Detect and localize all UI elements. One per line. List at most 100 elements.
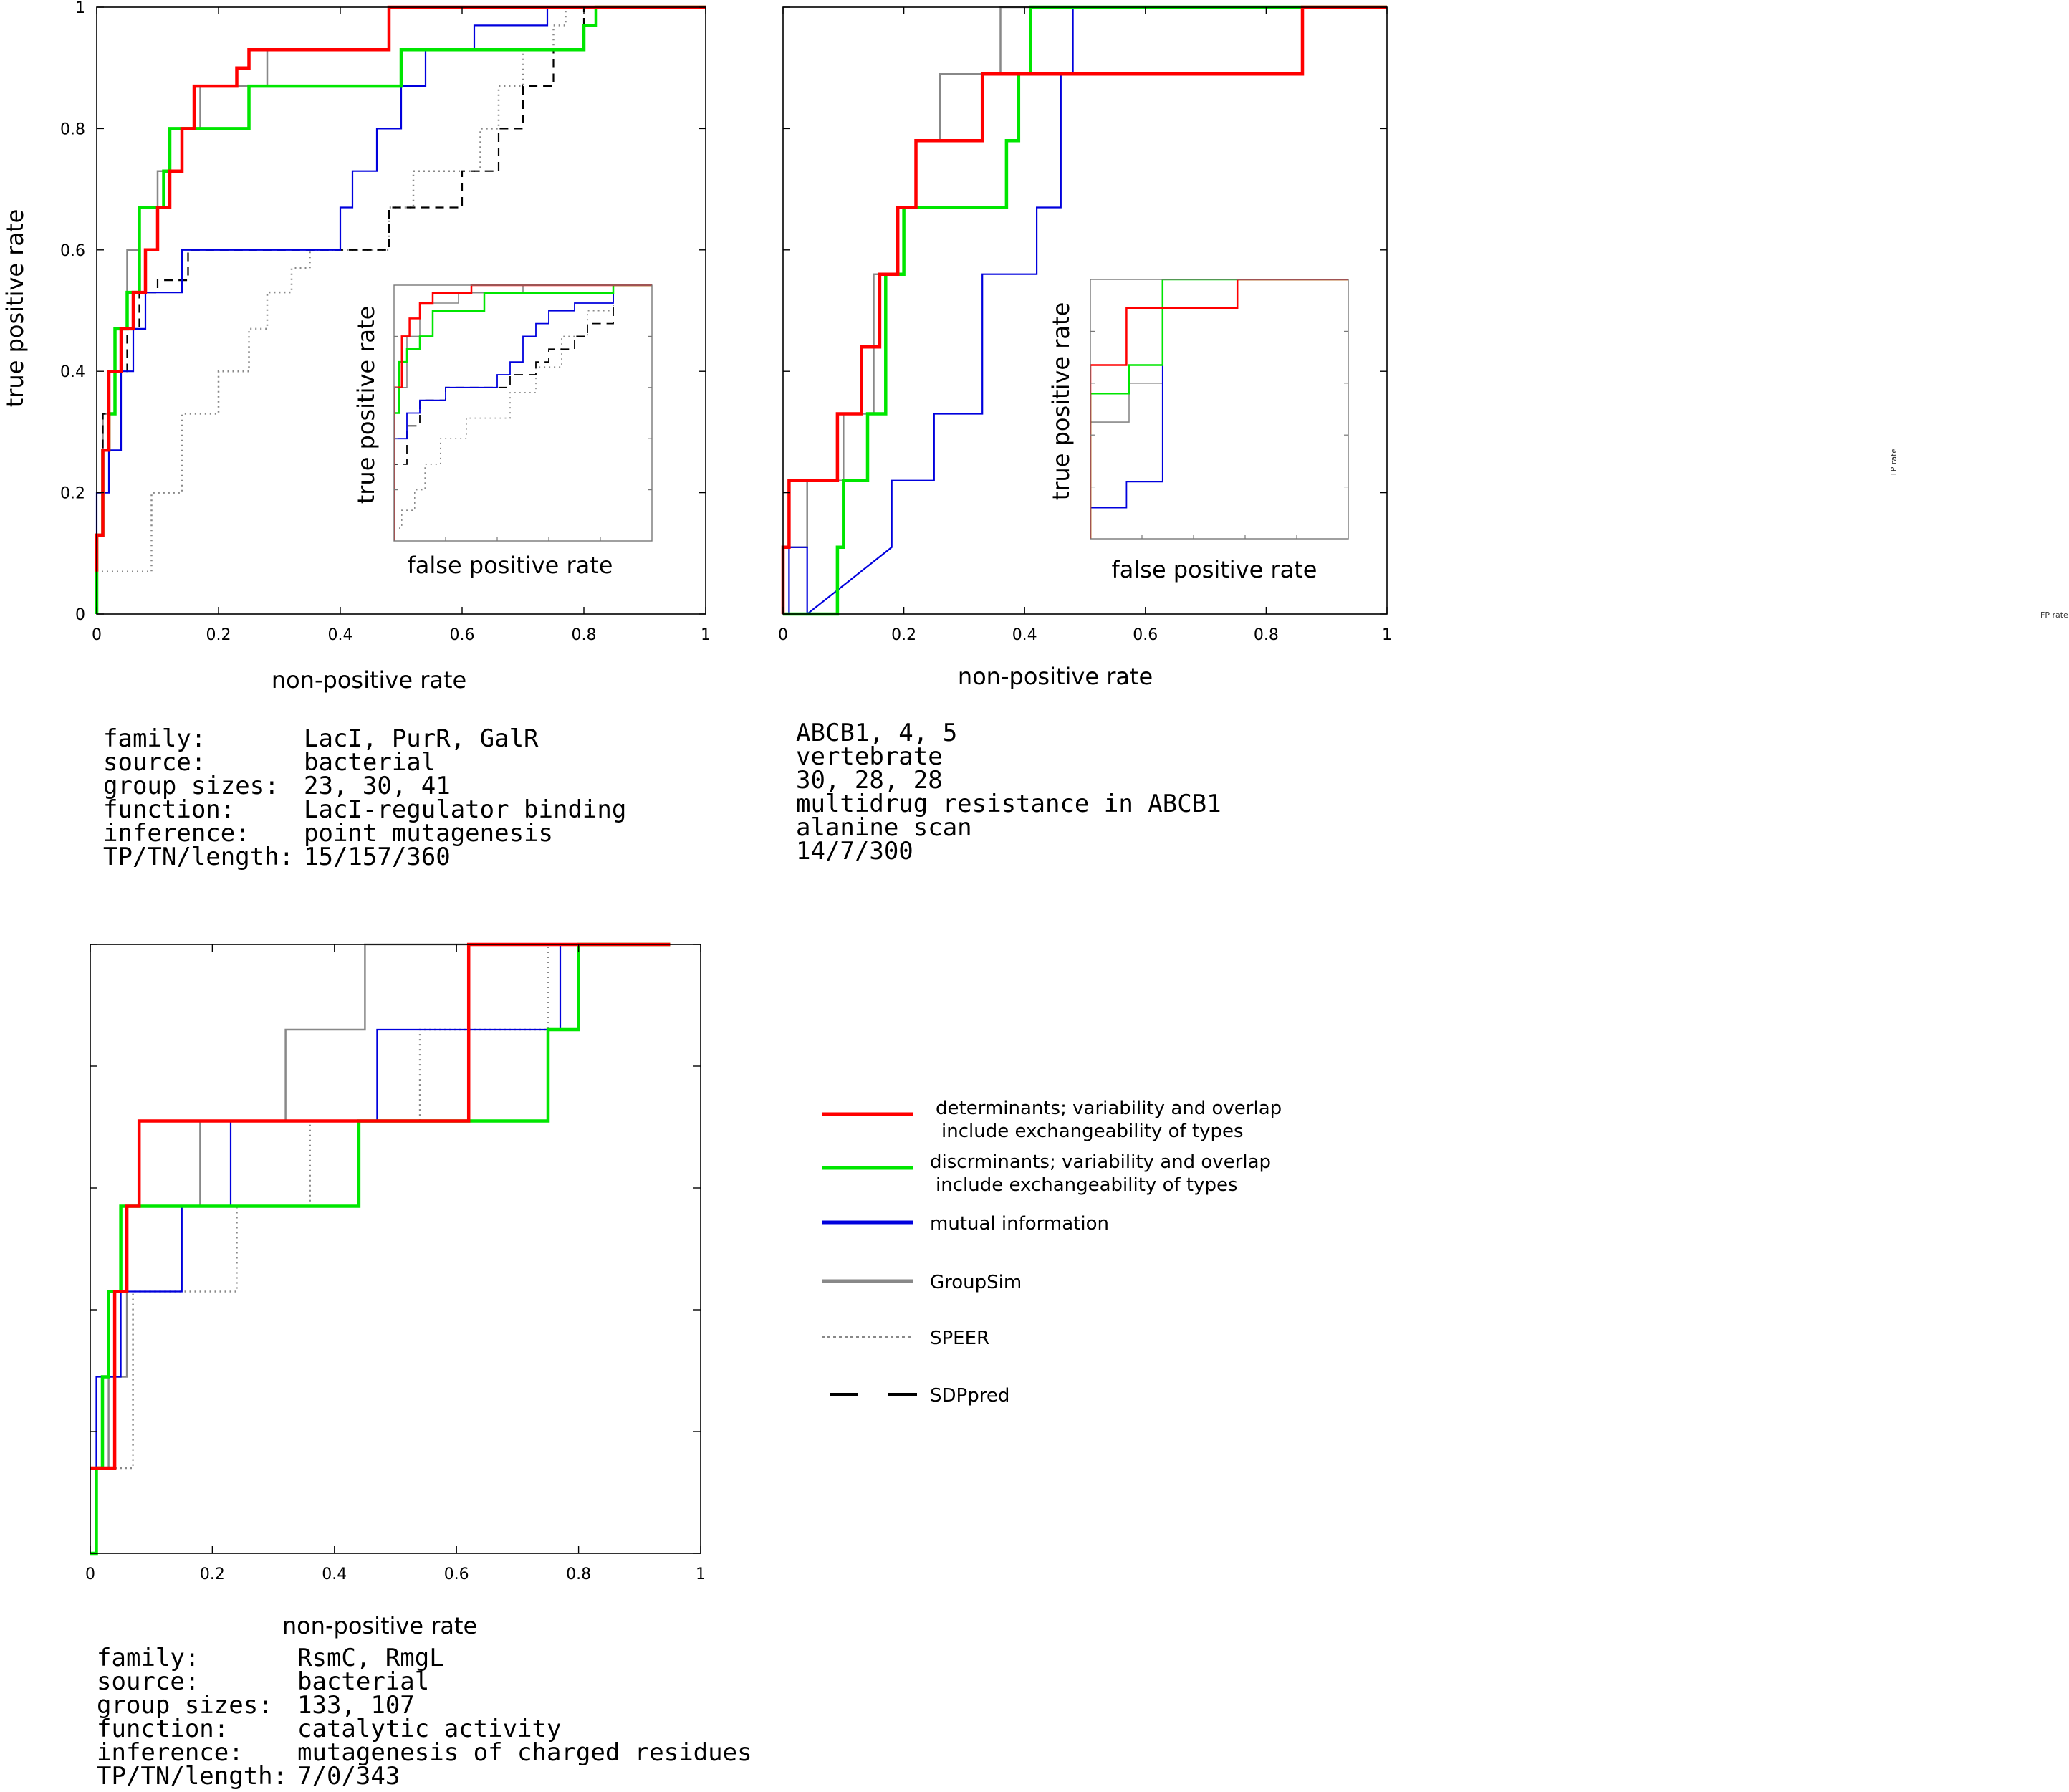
x-axis-label: non-positive rate [282, 1612, 477, 1639]
x-tick-label: 0.2 [206, 626, 231, 644]
y-tick-label: 1 [75, 0, 85, 17]
series-line-discriminants-inset [394, 284, 652, 541]
x-tick-label: 0.6 [1133, 626, 1158, 644]
abcb-info-block: ABCB1, 4, 5 vertebrate 30, 28, 28 multidrug… [796, 719, 1221, 866]
info-row: family: LacI, PurR, GalR [103, 727, 626, 751]
info-key: function: [103, 795, 236, 824]
info-row: function: catalytic activity [97, 1717, 752, 1741]
inset-series-group [394, 284, 652, 541]
series-line-determinants-inset [394, 284, 652, 541]
y-axis-label: true positive rate [1, 209, 29, 408]
legend-item-discriminants: discrminants; variability and overlapinc… [822, 1151, 1271, 1196]
info-key: inference: [103, 819, 250, 848]
info-value: 23, 30, 41 [304, 772, 451, 800]
legend-label: include exchangeability of types [936, 1174, 1238, 1196]
series-line-groupsim [90, 943, 671, 1555]
info-line: multidrug resistance in ABCB1 [796, 790, 1221, 818]
legend-label: GroupSim [930, 1272, 1022, 1293]
info-row: inference: point mutagenesis [103, 819, 626, 848]
panel-abcb-roc: 0 0.2 0.4 0.6 0.8 1 non-positive rate false pos… [778, 5, 1392, 690]
info-row: function: LacI-regulator binding [103, 795, 627, 824]
x-tick-label: 1 [696, 1566, 706, 1583]
legend-item-groupsim: GroupSim [822, 1272, 1022, 1293]
x-tick-label: 0 [778, 626, 788, 644]
inset-y-axis-label: true positive rate [352, 306, 380, 504]
x-tick-label: 0 [92, 626, 102, 644]
info-key: group sizes: [103, 772, 279, 800]
info-key: group sizes: [97, 1691, 273, 1720]
y-tick-label: 0.4 [60, 363, 85, 381]
y-tick-label: 0 [75, 606, 85, 624]
info-key: family: [97, 1644, 200, 1672]
info-row: source: bacterial [103, 748, 626, 777]
plot-frame [96, 6, 706, 615]
panel-laci-roc: 00 0.2 0.2 0.4 0.4 0.6 0.6 0.8 0.8 1 1 non-positive… [1, 0, 711, 694]
inset-plot: false positive rate true positive rate [352, 284, 653, 579]
plot-frame [90, 944, 701, 1554]
info-value: catalytic activity [297, 1715, 562, 1743]
series-line-determinants [90, 942, 671, 1470]
info-line: ABCB1, 4, 5 [796, 719, 958, 747]
info-key: inference: [97, 1738, 244, 1767]
info-value: LacI, PurR, GalR [304, 724, 539, 753]
y-tick-label: 0.2 [60, 485, 85, 503]
info-value: 7/0/343 [297, 1762, 400, 1791]
x-tick-label: 0.6 [444, 1566, 469, 1583]
inset-frame [393, 284, 653, 542]
legend-label: SPEER [930, 1328, 989, 1349]
x-tick-label: 0.2 [200, 1566, 225, 1583]
info-value: LacI-regulator binding [304, 795, 627, 824]
x-tick-label: 0 [85, 1566, 95, 1583]
series-line-determinants [781, 5, 1387, 614]
series-group [95, 5, 706, 614]
x-axis-label: non-positive rate [958, 663, 1153, 690]
series-line-mutual-information [90, 943, 671, 1555]
x-tick-label: 1 [1382, 626, 1392, 644]
series-group [90, 942, 671, 1556]
panel-rsmc-roc: 0 0.2 0.4 0.6 0.8 1 non-positive rate [85, 942, 706, 1639]
legend-item-determinants: determinants; variability and overlapinc… [822, 1098, 1282, 1142]
legend-item-speer: SPEER [822, 1328, 989, 1349]
info-value: bacterial [304, 748, 436, 777]
info-row: group sizes: 133, 107 [97, 1691, 752, 1720]
info-row: TP/TN/length: 15/157/360 [103, 845, 626, 869]
x-tick-label: 1 [701, 626, 711, 644]
legend: determinants; variability and overlapinc… [822, 1098, 1282, 1407]
stray-fp-label: FP rate [2040, 610, 2068, 620]
legend-item-mutual-information: mutual information [822, 1213, 1109, 1235]
info-row: TP/TN/length: 7/0/343 [97, 1762, 752, 1791]
info-line: 14/7/300 [796, 837, 913, 866]
x-tick-label: 0.2 [891, 626, 916, 644]
series-line-discriminants [90, 942, 671, 1556]
series-line-speer [90, 943, 671, 1555]
stray-tp-label: TP rate [1889, 449, 1898, 477]
info-row: inference: mutagenesis of charged residue… [97, 1738, 752, 1767]
info-line: alanine scan [796, 813, 972, 842]
info-value: RsmC, RmgL [297, 1644, 444, 1672]
x-tick-label: 0.6 [450, 626, 475, 644]
info-key: function: [97, 1715, 229, 1743]
x-tick-label: 0.4 [1012, 626, 1037, 644]
info-row: family: RsmC, RmgL [97, 1644, 752, 1672]
legend-label: SDPpred [930, 1385, 1009, 1407]
x-tick-label: 0.4 [328, 626, 353, 644]
info-key: TP/TN/length: [103, 843, 294, 871]
legend-label: discrminants; variability and overlap [930, 1151, 1271, 1173]
info-row: source: bacterial [97, 1667, 752, 1696]
x-tick-label: 0.8 [566, 1566, 591, 1583]
y-tick-label: 0.6 [60, 242, 85, 260]
inset-plot: false positive rate true positive rate [1047, 279, 1349, 583]
info-key: source: [97, 1667, 200, 1696]
legend-item-sdppred: SDPpred [830, 1385, 1009, 1407]
info-row: group sizes: 23, 30, 41 [103, 772, 626, 800]
inset-x-axis-label: false positive rate [408, 552, 613, 579]
info-key: TP/TN/length: [97, 1762, 288, 1791]
series-line-sdppred-inset [394, 284, 652, 541]
info-line: 30, 28, 28 [796, 766, 943, 795]
info-value: mutagenesis of charged residues [297, 1738, 752, 1767]
inset-y-axis-label: true positive rate [1047, 302, 1075, 501]
info-key: family: [103, 724, 206, 753]
series-line-mutual-information-inset [394, 284, 652, 541]
x-tick-label: 0.4 [322, 1566, 347, 1583]
